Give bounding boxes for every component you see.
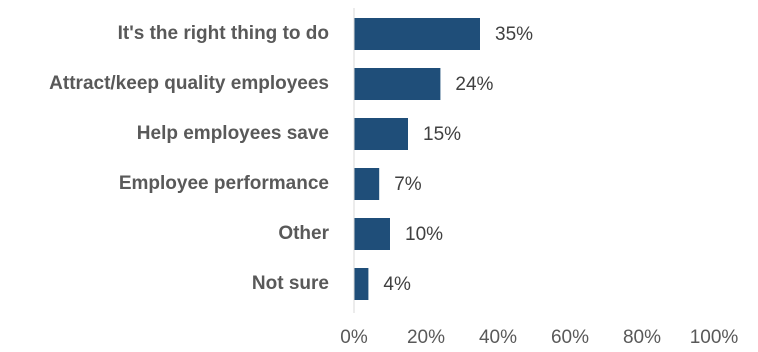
x-tick-label: 80% — [623, 327, 661, 348]
data-label: 10% — [405, 224, 443, 245]
bar — [354, 218, 390, 250]
category-label: Other — [278, 223, 329, 244]
data-label: 4% — [383, 274, 411, 295]
bar — [354, 68, 441, 100]
x-tick-label: 20% — [407, 327, 445, 348]
category-label: Employee performance — [119, 173, 329, 194]
bar — [354, 168, 380, 200]
category-labels: It's the right thing to do Attract/keep q… — [49, 23, 329, 294]
category-label: Not sure — [252, 273, 329, 294]
bar — [354, 18, 480, 50]
category-label: It's the right thing to do — [118, 23, 329, 44]
x-tick-label: 0% — [340, 327, 368, 348]
bar — [354, 118, 408, 150]
x-tick-label: 60% — [551, 327, 589, 348]
data-label: 15% — [423, 124, 461, 145]
bar — [354, 268, 369, 300]
data-label: 7% — [394, 174, 422, 195]
data-label: 35% — [495, 24, 533, 45]
data-label: 24% — [455, 74, 493, 95]
bars — [354, 18, 480, 300]
category-label: Attract/keep quality employees — [49, 73, 329, 94]
value-labels: 35% 24% 15% 7% 10% 4% — [383, 24, 533, 295]
category-label: Help employees save — [137, 123, 329, 144]
x-axis-ticks: 0% 20% 40% 60% 80% 100% — [340, 327, 738, 348]
x-tick-label: 100% — [690, 327, 739, 348]
x-tick-label: 40% — [479, 327, 517, 348]
